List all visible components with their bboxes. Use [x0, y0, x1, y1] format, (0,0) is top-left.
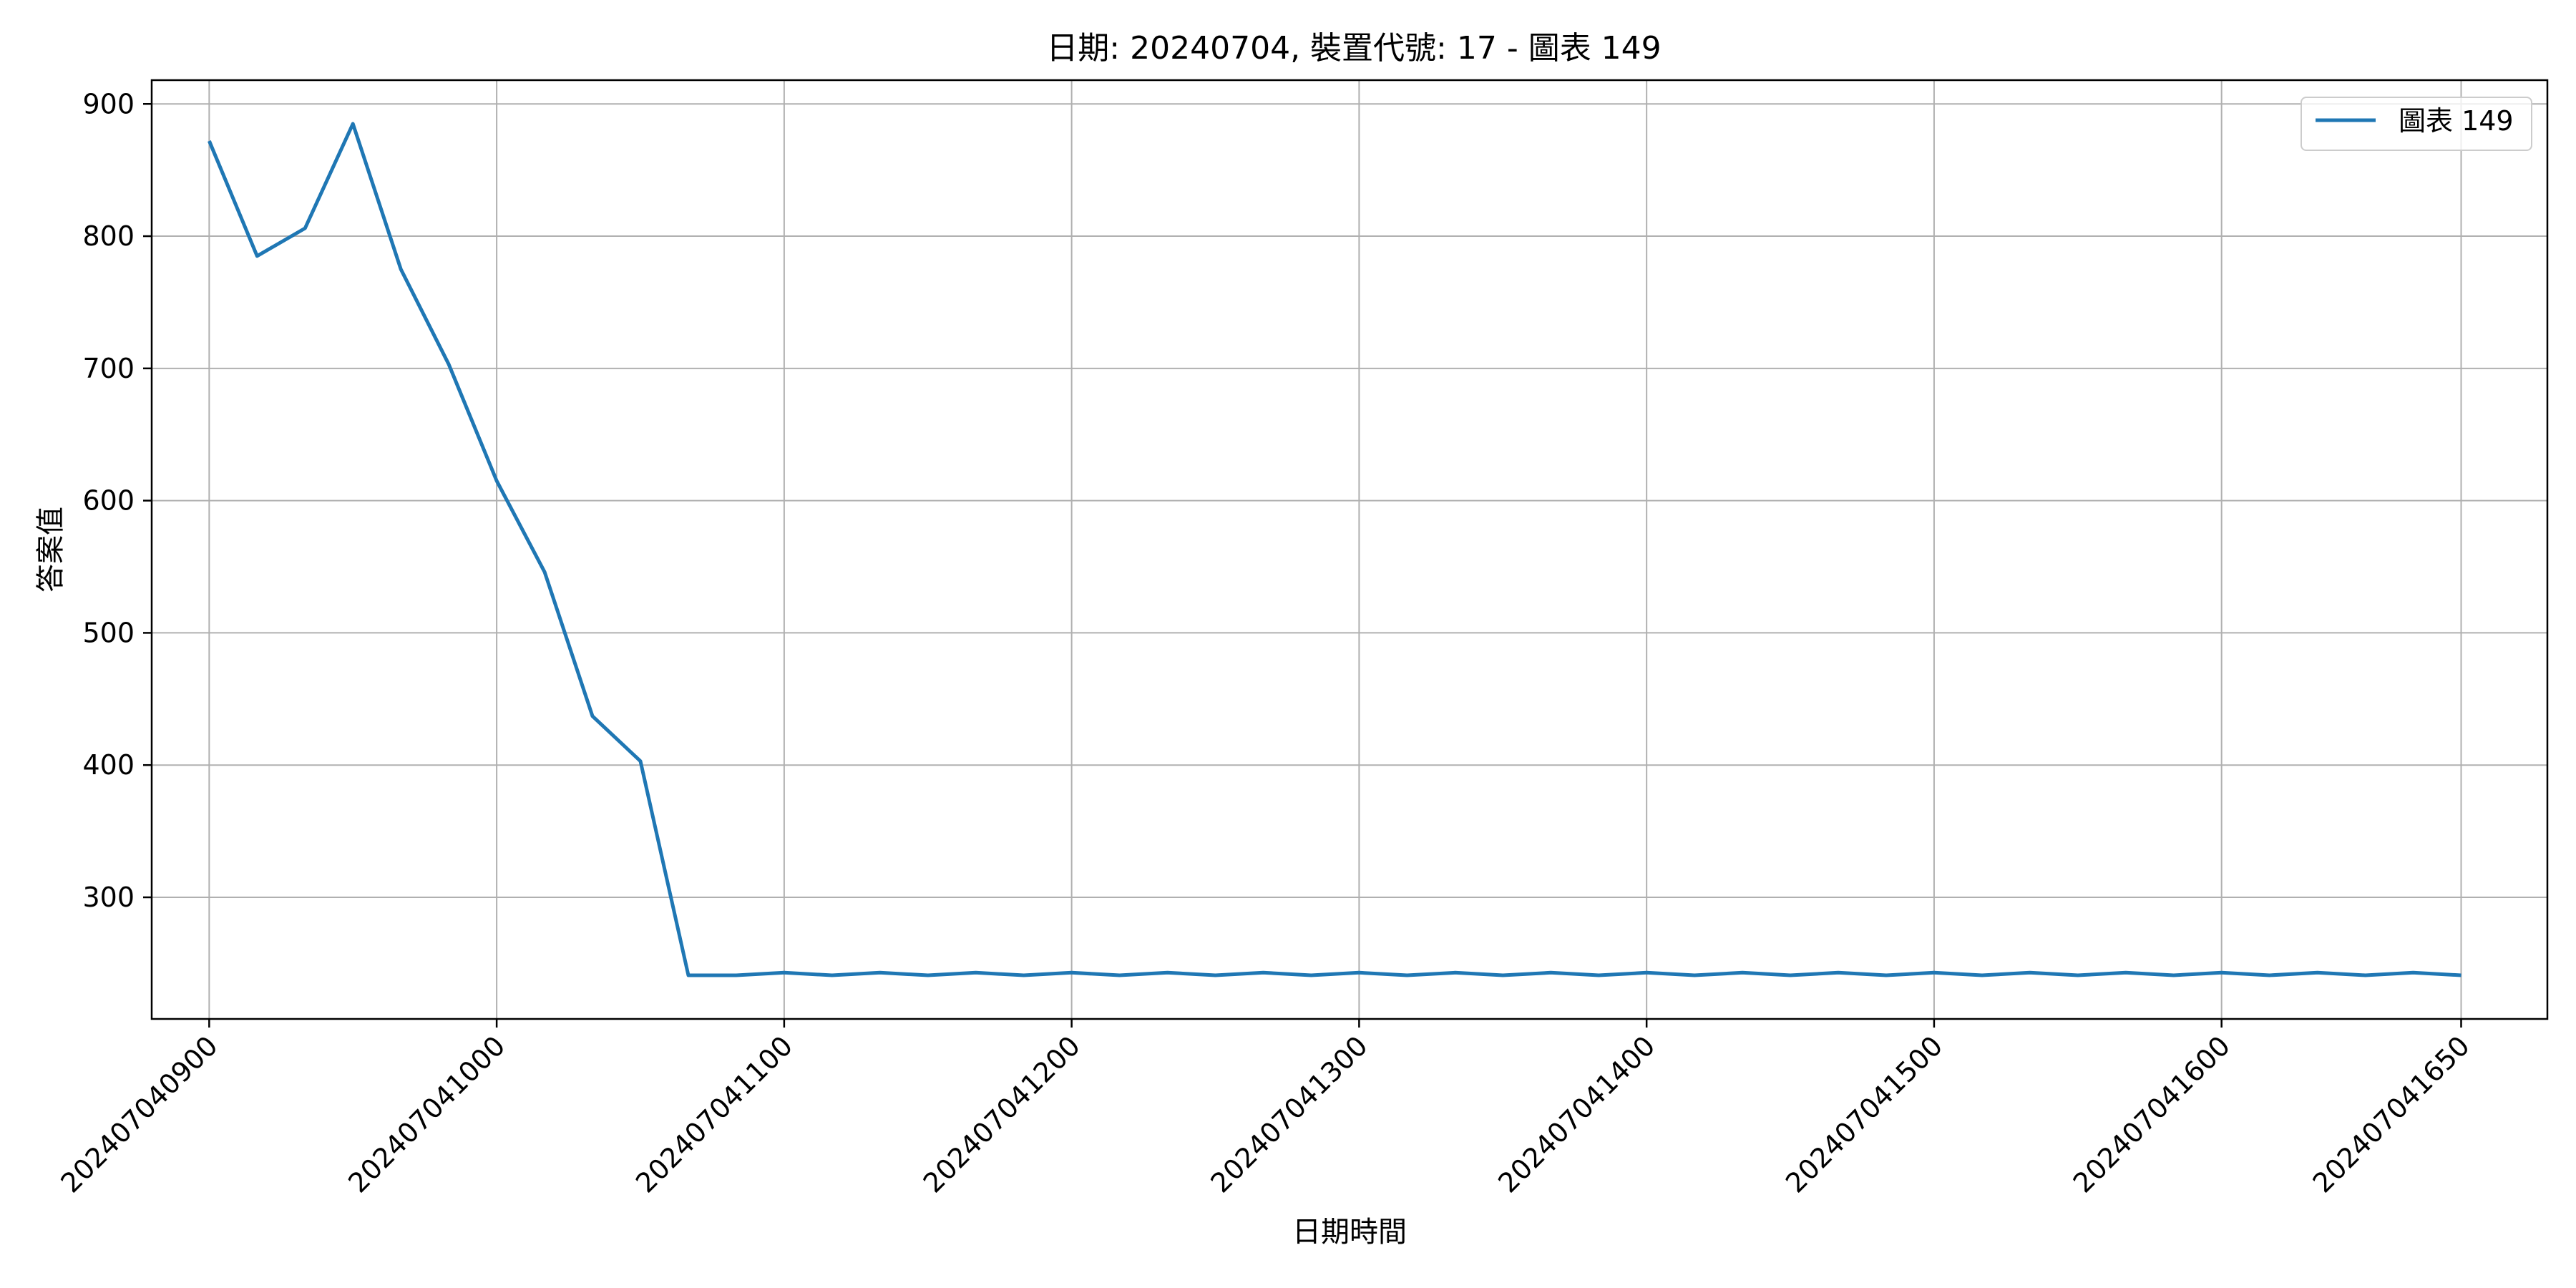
x-tick-label: 202407041200 — [917, 1030, 1086, 1199]
y-tick-label: 900 — [82, 88, 135, 119]
x-axis-label: 日期時間 — [1292, 1216, 1407, 1249]
legend-box — [2301, 97, 2532, 151]
y-tick-label: 800 — [82, 220, 135, 252]
y-tick-label: 600 — [82, 485, 135, 517]
x-tick-label: 202407041300 — [1204, 1030, 1373, 1199]
y-tick-label: 700 — [82, 353, 135, 384]
legend-label: 圖表 149 — [2399, 105, 2514, 137]
y-tick-label: 300 — [82, 882, 135, 913]
series-line — [208, 122, 2462, 977]
series-layer — [208, 122, 2462, 977]
x-tick-label: 202407041650 — [2307, 1030, 2476, 1199]
y-tick-label: 500 — [82, 617, 135, 648]
plot-frame — [150, 79, 2549, 1020]
y-axis-ticks: 300 400 500 600 700 800 900 — [82, 88, 152, 913]
x-tick-label: 202407040900 — [54, 1030, 223, 1199]
legend: 圖表 149 — [2301, 97, 2532, 151]
x-axis-ticks: 202407040900 202407041000 202407041100 2024… — [54, 1019, 2476, 1199]
chart-title: 日期: 20240704, 裝置代號: 17 - 圖表 149 — [1046, 30, 1661, 67]
y-tick-label: 400 — [82, 749, 135, 781]
x-tick-label: 202407041600 — [2067, 1030, 2236, 1199]
grid-lines — [152, 80, 2547, 1019]
x-tick-label: 202407041000 — [342, 1030, 511, 1199]
y-axis-label: 答案值 — [34, 507, 67, 592]
x-tick-label: 202407041500 — [1780, 1030, 1948, 1199]
x-tick-label: 202407041100 — [630, 1030, 799, 1199]
x-tick-label: 202407041400 — [1492, 1030, 1661, 1199]
